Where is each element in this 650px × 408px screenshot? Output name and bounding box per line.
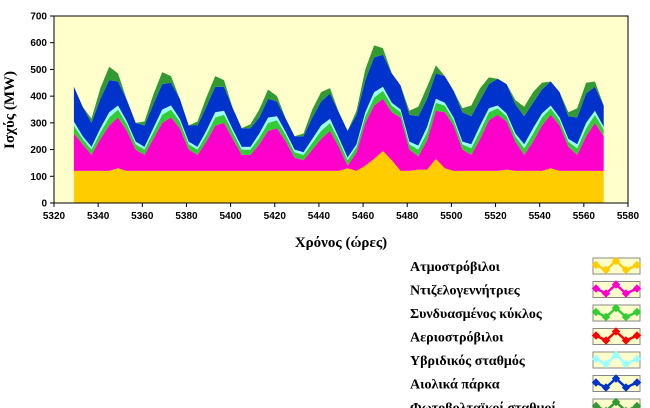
legend-swatch-marker <box>601 359 611 369</box>
x-tick-label: 5520 <box>484 211 507 222</box>
legend-swatch-marker <box>601 289 611 298</box>
x-tick-label: 5440 <box>308 211 331 222</box>
legend-swatch-marker <box>591 378 601 387</box>
area-series-2 <box>73 90 604 166</box>
legend-swatch-marker <box>591 307 601 317</box>
legend-swatch-marker <box>611 397 621 407</box>
legend-swatch-marker <box>621 359 631 369</box>
legend-swatch-marker <box>632 307 642 317</box>
legend-swatch-marker <box>601 383 611 392</box>
legend-swatch-marker <box>621 289 631 298</box>
legend-swatch-marker <box>632 354 642 364</box>
legend-item: Φωτοβολταϊκοί σταθμοί <box>410 397 642 408</box>
y-tick-label: 0 <box>41 199 47 210</box>
legend-item: Ατμοστρόβιλοι <box>410 256 642 275</box>
legend-item: Ντιζελογεννήτριες <box>410 280 642 299</box>
legend-swatch-marker <box>621 383 631 392</box>
legend-label: Υβριδικός σταθμός <box>410 354 526 369</box>
y-tick-label: 700 <box>30 12 47 23</box>
area-series-6 <box>73 45 604 137</box>
x-tick-label: 5340 <box>87 211 110 222</box>
legend-swatch-marker <box>611 374 621 383</box>
legend-swatch-marker <box>632 284 642 293</box>
legend-item: Αεριοστρόβιλοι <box>410 327 642 346</box>
area-series-5 <box>73 54 604 158</box>
x-tick-label: 5560 <box>573 211 596 222</box>
legend-swatch-marker <box>611 350 621 360</box>
x-tick-label: 5460 <box>352 211 375 222</box>
x-tick-label: 5500 <box>440 211 463 222</box>
legend-swatch-marker <box>632 331 642 340</box>
legend-swatch-marker <box>621 336 631 345</box>
legend-item: Συνδυασμένος κύκλος <box>410 303 642 322</box>
y-tick-label: 100 <box>30 172 47 183</box>
x-tick-label: 5540 <box>529 211 552 222</box>
area-series-1 <box>73 98 604 171</box>
legend-swatch-marker <box>611 256 621 266</box>
x-tick-label: 5320 <box>43 211 66 222</box>
legend-swatch-marker <box>601 312 611 322</box>
legend-label: Ατμοστρόβιλοι <box>410 260 501 275</box>
legend-label: Φωτοβολταϊκοί σταθμοί <box>410 401 556 408</box>
x-tick-label: 5480 <box>396 211 419 222</box>
legend-swatch-marker <box>632 401 642 408</box>
legend-label: Ντιζελογεννήτριες <box>410 284 521 299</box>
x-tick-label: 5580 <box>617 211 640 222</box>
legend-swatch-marker <box>621 265 631 275</box>
y-tick-label: 400 <box>30 92 47 103</box>
legend: Ατμοστρόβιλοι Ντιζελογεννήτριες Συνδυασμέν… <box>410 256 642 408</box>
legend-swatch-marker <box>611 280 621 289</box>
legend-swatch-marker <box>591 401 601 408</box>
legend-swatch-marker <box>591 260 601 270</box>
x-tick-label: 5400 <box>219 211 242 222</box>
legend-swatch-marker <box>611 327 621 336</box>
legend-swatch-marker <box>591 354 601 364</box>
legend-swatch-marker <box>611 303 621 313</box>
x-tick-label: 5380 <box>175 211 198 222</box>
legend-label: Συνδυασμένος κύκλος <box>410 307 543 322</box>
legend-swatch-marker <box>632 378 642 387</box>
legend-swatch-marker <box>601 265 611 275</box>
y-tick-label: 300 <box>30 118 47 129</box>
stacked-areas <box>73 45 604 203</box>
y-tick-label: 200 <box>30 145 47 156</box>
area-series-0 <box>73 150 604 203</box>
x-axis-title: Χρόνος (ώρες) <box>295 235 387 251</box>
legend-swatch-marker <box>591 331 601 340</box>
legend-item: Αιολικά πάρκα <box>410 374 642 393</box>
x-tick-label: 5360 <box>131 211 154 222</box>
y-tick-label: 600 <box>30 38 47 49</box>
x-tick-label: 5420 <box>264 211 287 222</box>
legend-swatch-marker <box>591 284 601 293</box>
legend-item: Υβριδικός σταθμός <box>410 350 642 369</box>
y-axis-title: Ισχύς (MW) <box>2 71 18 149</box>
legend-label: Αεριοστρόβιλοι <box>410 331 504 346</box>
legend-swatch-marker <box>621 312 631 322</box>
legend-label: Αιολικά πάρκα <box>410 378 500 393</box>
y-tick-label: 500 <box>30 65 47 76</box>
legend-swatch-marker <box>601 336 611 345</box>
axes: 5320 5340 5360 5380 5400 5420 5440 5460 5480 5500… <box>30 12 639 223</box>
legend-swatch-marker <box>632 260 642 270</box>
